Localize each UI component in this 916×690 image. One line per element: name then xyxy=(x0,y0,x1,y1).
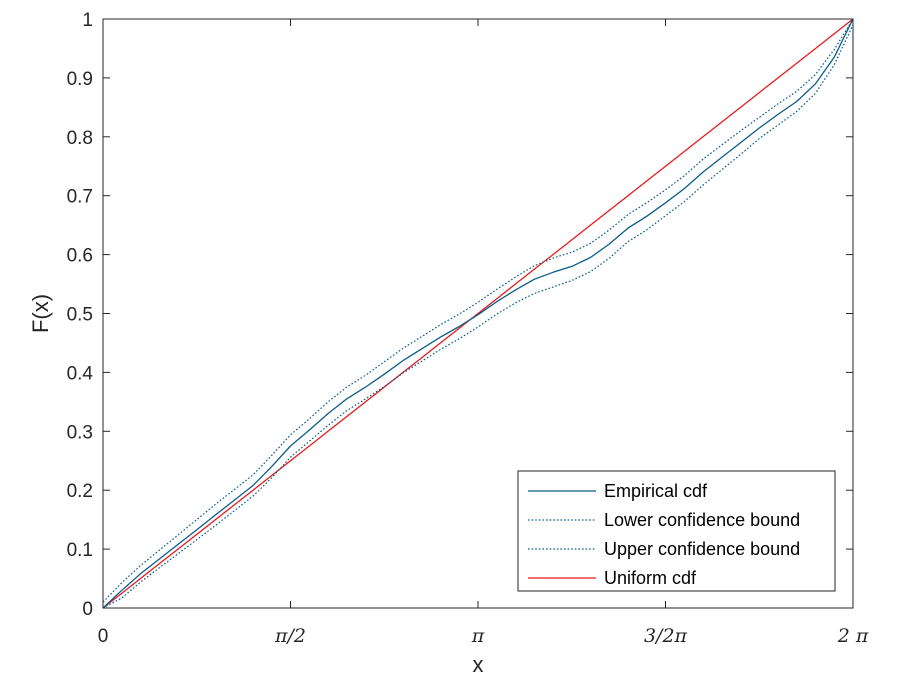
x-tick-label: 3/2π xyxy=(644,625,688,647)
legend-label: Upper confidence bound xyxy=(604,539,800,559)
x-tick-label: π/2 xyxy=(274,625,306,647)
y-tick-label: 0.4 xyxy=(67,363,94,384)
legend-label: Empirical cdf xyxy=(604,481,708,501)
legend-label: Uniform cdf xyxy=(604,568,697,588)
legend-label: Lower confidence bound xyxy=(604,510,800,530)
y-tick-label: 0.2 xyxy=(67,481,93,502)
y-tick-label: 0.5 xyxy=(67,305,93,326)
y-axis-label: F(x) xyxy=(28,294,53,333)
y-tick-label: 0.6 xyxy=(67,246,93,267)
legend: Empirical cdf Lower confidence bound Upper… xyxy=(517,470,836,592)
series-layer xyxy=(102,18,854,609)
x-tick-label: 2 π xyxy=(837,625,869,647)
y-tick-label: 1 xyxy=(82,10,93,31)
y-tick-label: 0.8 xyxy=(67,128,93,149)
series-line-uniform-cdf xyxy=(102,18,854,609)
x-axis-label: x xyxy=(473,652,484,677)
series-line-upper-confidence-bound xyxy=(102,18,854,603)
tick-layer: 0 π/2 π 3/2π 2 π 0 0.1 0.2 0.3 0.4 0.5 0.6 0.7 0.8 0.9… xyxy=(67,10,869,647)
y-tick-label: 0.7 xyxy=(67,187,93,208)
x-tick-label: π xyxy=(471,625,485,647)
y-tick-label: 0 xyxy=(82,599,93,620)
series-line-lower-confidence-bound xyxy=(102,24,854,609)
y-tick-label: 0.1 xyxy=(67,540,93,561)
y-tick-label: 0.9 xyxy=(67,69,93,90)
series-line-empirical-cdf xyxy=(102,18,854,609)
x-tick-label: 0 xyxy=(98,626,109,647)
y-tick-label: 0.3 xyxy=(67,422,93,443)
